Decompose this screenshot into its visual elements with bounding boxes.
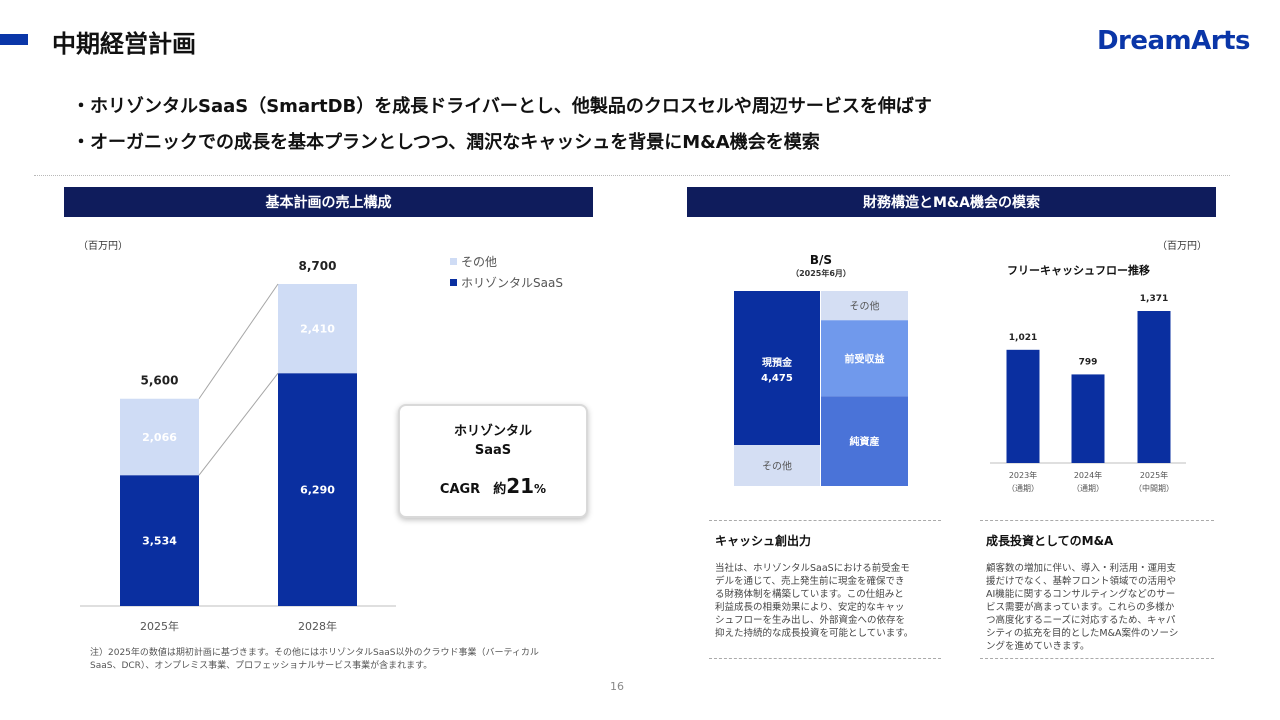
- legend-swatch-other: [450, 258, 457, 265]
- bs-asset-block: [734, 445, 820, 486]
- bs-subtitle: （2025年6月）: [791, 269, 851, 278]
- cagr-callout: ホリゾンタル SaaS CAGR 約21%: [398, 404, 588, 518]
- bar-total-label: 8,700: [299, 259, 337, 273]
- card2-body-line: ビス需要が高まっています。これらの多様か: [986, 602, 1175, 613]
- legend-swatch-saas: [450, 279, 457, 286]
- page-title: 中期経営計画: [52, 30, 196, 58]
- fcf-bar-label: 799: [1079, 357, 1098, 367]
- card2-body-line: AI機能に関するコンサルティングなどのサー: [986, 589, 1176, 600]
- card1-heading: キャッシュ創出力: [715, 534, 812, 548]
- bs-liability-block: [821, 396, 908, 486]
- bs-liability-label: その他: [850, 300, 880, 313]
- card1-body: 当社は、ホリゾンタルSaaSにおける前受金モ デルを通じて、売上発生前に現金を確…: [715, 562, 913, 640]
- card2-body-line: ングを進めていきます。: [986, 641, 1090, 652]
- fcf-x-tick-sublabel: （通期）: [1007, 483, 1039, 493]
- bs-asset-value: 4,475: [761, 373, 793, 384]
- fcf-x-tick-label: 2025年: [1140, 470, 1168, 480]
- fcf-x-tick-sublabel: （中間期）: [1134, 483, 1174, 493]
- callout-title-line1: ホリゾンタル: [453, 424, 532, 439]
- fcf-bar-label: 1,021: [1009, 333, 1037, 343]
- x-tick-label: 2028年: [298, 619, 337, 633]
- fcf-bar-label: 1,371: [1140, 294, 1168, 304]
- bs-liability-label: 前受収益: [845, 352, 885, 365]
- bs-asset-label: 現預金: [762, 356, 793, 369]
- bar-segment: [278, 373, 357, 606]
- left-section-header: 基本計画の売上構成: [64, 187, 593, 217]
- card2-heading: 成長投資としてのM&A: [986, 534, 1114, 548]
- fcf-bar: [1006, 349, 1040, 463]
- bar-total-label: 5,600: [141, 374, 179, 388]
- x-tick-label: 2025年: [140, 619, 179, 633]
- bar-segment: [120, 475, 199, 606]
- cagr-value: 21: [506, 474, 535, 498]
- card1-body-line: る財務体制を構築しています。この仕組みと: [715, 589, 904, 600]
- callout-title-line2: SaaS: [474, 443, 512, 458]
- key-point-1: ・ホリゾンタルSaaS（SmartDB）を成長ドライバーとし、他製品のクロスセル…: [72, 96, 932, 117]
- bs-liability-block: [821, 291, 908, 321]
- fcf-chart-title: フリーキャッシュフロー推移: [1007, 264, 1150, 277]
- title-accent-bar: [0, 34, 28, 45]
- bar-segment: [278, 284, 357, 374]
- card1-body-line: シュフローを生み出し、外部資金への依存を: [715, 615, 906, 626]
- dreamarts-logo: DreamArts: [1096, 26, 1251, 56]
- connector-line-saas: [198, 372, 279, 476]
- cagr-label: CAGR 約: [439, 482, 507, 497]
- card1-bottom-divider: [709, 658, 941, 659]
- legend-label-other: その他: [461, 255, 498, 269]
- callout-cagr: CAGR 約21%: [400, 474, 586, 498]
- left-unit-label: （百万円）: [78, 241, 128, 252]
- card2-body-line: 援だけでなく、基幹フロント領域での活用や: [986, 576, 1177, 587]
- bs-liability-block: [821, 320, 908, 397]
- card1-body-line: 当社は、ホリゾンタルSaaSにおける前受金モ: [715, 563, 910, 574]
- card1-top-divider: [709, 520, 941, 521]
- cagr-unit: %: [534, 482, 547, 496]
- fcf-bar: [1137, 311, 1171, 463]
- bar-segment-label: 6,290: [300, 484, 335, 497]
- footnote: 注）2025年の数値は期初計画に基づきます。その他にはホリゾンタルSaaS以外の…: [90, 648, 539, 671]
- bs-liability-label: 純資産: [850, 435, 880, 448]
- card2-body-line: シティの拡充を目的としたM&A案件のソーシ: [986, 628, 1179, 639]
- sales-legend: その他 ホリゾンタルSaaS: [450, 251, 563, 293]
- bar-segment-label: 3,534: [142, 535, 177, 548]
- fcf-x-tick-sublabel: （通期）: [1072, 483, 1104, 493]
- right-unit-label: （百万円）: [1157, 241, 1207, 252]
- legend-item-other: その他: [450, 251, 563, 272]
- fcf-bar: [1071, 374, 1105, 463]
- bs-title: B/S: [809, 253, 833, 267]
- page-number: 16: [610, 680, 624, 693]
- card2-body-line: つ高度化するニーズに対応するため、キャパ: [986, 615, 1176, 626]
- connector-line-top: [198, 283, 279, 400]
- fcf-x-tick-label: 2023年: [1009, 470, 1037, 480]
- key-points: ・ホリゾンタルSaaS（SmartDB）を成長ドライバーとし、他製品のクロスセル…: [72, 94, 932, 166]
- right-section-header: 財務構造とM&A機会の模索: [687, 187, 1216, 217]
- section-divider: [34, 175, 1230, 176]
- fcf-x-tick-label: 2024年: [1074, 470, 1102, 480]
- card1-body-line: 抑えた持続的な成長投資を可能としています。: [715, 628, 914, 639]
- bs-asset-label: その他: [762, 460, 792, 473]
- card1-body-line: 利益成長の相乗効果により、安定的なキャッ: [715, 602, 905, 613]
- bar-segment-label: 2,410: [300, 323, 335, 336]
- callout-title: ホリゾンタル SaaS: [400, 422, 586, 460]
- card1-body-line: デルを通じて、売上発生前に現金を確保でき: [715, 576, 905, 587]
- card2-body: 顧客数の増加に伴い、導入・利活用・運用支 援だけでなく、基幹フロント領域での活用…: [986, 562, 1178, 653]
- bar-segment-label: 2,066: [142, 431, 177, 444]
- key-point-2: ・オーガニックでの成長を基本プランとしつつ、潤沢なキャッシュを背景にM&A機会を…: [72, 132, 820, 153]
- bs-asset-block: [734, 291, 820, 446]
- bar-segment: [120, 398, 199, 476]
- card2-top-divider: [980, 520, 1214, 521]
- legend-item-saas: ホリゾンタルSaaS: [450, 272, 563, 293]
- card2-bottom-divider: [980, 658, 1214, 659]
- card2-body-line: 顧客数の増加に伴い、導入・利活用・運用支: [986, 563, 1177, 574]
- legend-label-saas: ホリゾンタルSaaS: [461, 276, 563, 290]
